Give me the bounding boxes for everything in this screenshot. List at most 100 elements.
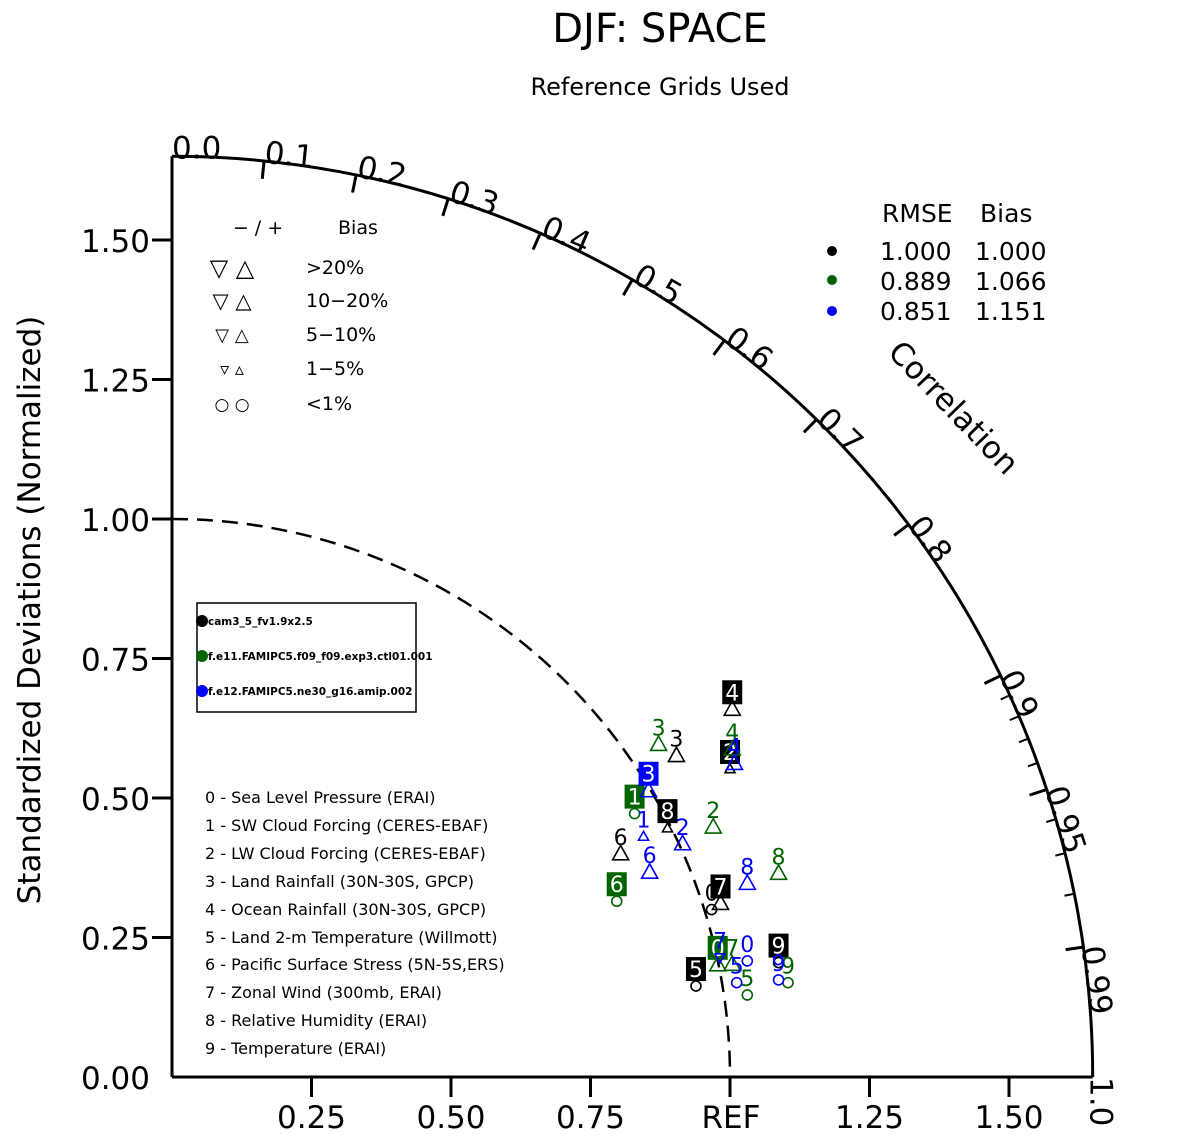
point-marker-triangle xyxy=(769,863,788,881)
correlation-tick xyxy=(712,339,726,356)
variable-key-entry: 2 - LW Cloud Forcing (CERES-EBAF) xyxy=(205,844,486,863)
correlation-tick-label: 1.0 xyxy=(1083,1077,1119,1126)
rmse-value: 0.889 xyxy=(880,267,952,296)
case-legend-marker xyxy=(196,685,208,697)
x-tick-label: 1.25 xyxy=(835,1100,904,1135)
correlation-tick-label: 0.7 xyxy=(809,401,869,461)
variable-key-entry: 3 - Land Rainfall (30N-30S, GPCP) xyxy=(205,872,474,891)
variable-key-entry: 5 - Land 2-m Temperature (Willmott) xyxy=(205,928,498,947)
variable-key-entry: 0 - Sea Level Pressure (ERAI) xyxy=(205,788,435,807)
correlation-tick-label: 0.5 xyxy=(627,257,688,313)
case-legend-box xyxy=(196,602,417,713)
correlation-tick-label: 0.8 xyxy=(901,509,959,570)
point-marker-triangle xyxy=(637,829,650,842)
data-point: 4 xyxy=(722,721,742,756)
rmse-legend-marker xyxy=(827,246,837,256)
bias-legend-symbols: ▿ ▵ xyxy=(220,359,244,380)
point-marker-circle xyxy=(772,974,785,986)
data-point: 0 xyxy=(740,933,754,967)
point-label: 5 xyxy=(740,967,754,992)
point-marker-triangle xyxy=(611,843,630,861)
point-label-box xyxy=(710,874,731,899)
data-point: 7 xyxy=(710,874,731,911)
bias-legend-symbols: ○ ○ xyxy=(214,395,249,415)
correlation-minor-tick xyxy=(1055,852,1066,857)
point-label: 4 xyxy=(725,681,739,706)
bias-legend-symbols: ▽ △ xyxy=(215,325,249,346)
point-marker-triangle xyxy=(649,734,668,752)
correlation-tick xyxy=(622,278,634,296)
case-legend-label: cam3_5_fv1.9x2.5 xyxy=(208,616,313,628)
bias-legend-label: 10−20% xyxy=(306,290,388,312)
bias-legend-label: 5−10% xyxy=(306,324,376,346)
data-point: 7 xyxy=(722,936,742,972)
data-point: 2 xyxy=(673,816,692,851)
bias-legend-label: >20% xyxy=(306,257,364,279)
point-marker-circle xyxy=(730,976,743,989)
point-label: 8 xyxy=(772,845,786,870)
bias-value: 1.151 xyxy=(975,297,1047,326)
data-point: 3 xyxy=(649,716,668,752)
x-tick-label: 0.25 xyxy=(277,1100,346,1135)
data-point: 3 xyxy=(667,728,686,763)
point-label: 7 xyxy=(725,936,739,961)
point-label: 3 xyxy=(642,763,656,788)
rmse-legend: RMSE Bias 1.000 1.000 0.889 1.066 0.851 … xyxy=(827,199,1047,326)
variable-key-entry: 1 - SW Cloud Forcing (CERES-EBAF) xyxy=(205,816,488,835)
point-label: 0 xyxy=(711,937,725,962)
point-marker-triangle xyxy=(722,738,742,756)
rmse-legend-marker xyxy=(827,306,837,316)
point-label: 7 xyxy=(713,930,727,955)
bias-value: 1.000 xyxy=(975,237,1047,266)
point-label: 8 xyxy=(740,855,754,880)
point-marker-triangle xyxy=(667,745,686,763)
x-tick-label: 1.50 xyxy=(974,1100,1043,1135)
point-label-box xyxy=(722,680,743,705)
data-point: 5 xyxy=(685,957,706,992)
point-marker-triangle xyxy=(711,893,730,911)
bias-legend-header: Bias xyxy=(338,217,378,239)
variable-key: 0 - Sea Level Pressure (ERAI) 1 - SW Clo… xyxy=(205,788,505,1058)
point-label: 1 xyxy=(637,809,651,834)
chart-subtitle: Reference Grids Used xyxy=(530,73,789,101)
correlation-tick xyxy=(351,174,358,193)
point-label: 7 xyxy=(714,875,728,900)
plot-frame xyxy=(170,154,1095,1079)
point-marker-triangle xyxy=(703,816,723,834)
bias-legend: − / + Bias ▽ △ >20% ▽ △ 10−20% ▽ △ 5−10%… xyxy=(210,217,389,415)
point-label: 3 xyxy=(652,716,666,741)
bias-legend-label: <1% xyxy=(306,393,352,415)
data-point: 6 xyxy=(640,844,660,880)
point-label: 2 xyxy=(676,816,690,841)
y-tick-label: 1.50 xyxy=(81,224,150,260)
data-point: 6 xyxy=(606,872,627,908)
correlation-tick-label: 0.1 xyxy=(263,135,316,176)
reference-std-arc xyxy=(171,517,732,1078)
rmse-value: 0.851 xyxy=(880,297,952,326)
y-tick-label: 1.00 xyxy=(81,503,150,539)
correlation-label: Correlation xyxy=(881,334,1026,482)
point-label-box xyxy=(624,784,645,809)
data-point: 9 xyxy=(772,952,786,986)
point-label: 5 xyxy=(689,958,703,983)
point-marker-triangle xyxy=(722,699,742,717)
variable-key-entry: 6 - Pacific Surface Stress (5N-5S,ERS) xyxy=(205,955,505,974)
correlation-minor-tick xyxy=(1000,694,1011,701)
point-label-box xyxy=(638,761,659,786)
outer-arc xyxy=(171,154,1095,1078)
point-label: 4 xyxy=(725,721,739,746)
y-tick-label: 0.25 xyxy=(81,922,150,958)
correlation-tick xyxy=(893,523,910,537)
variable-key-entry: 8 - Relative Humidity (ERAI) xyxy=(205,1011,427,1030)
bias-value: 1.066 xyxy=(975,267,1047,296)
rmse-legend-header-bias: Bias xyxy=(980,199,1032,228)
correlation-tick-label: 0.99 xyxy=(1074,943,1119,1016)
y-tick-label: 0.75 xyxy=(81,643,150,679)
chart-title: DJF: SPACE xyxy=(552,6,768,52)
data-point: 1 xyxy=(624,784,645,820)
data-point: 2 xyxy=(703,799,723,834)
bias-legend-label: 1−5% xyxy=(306,358,364,380)
point-label-box xyxy=(606,872,627,897)
correlation-tick-label: 0.6 xyxy=(718,320,779,378)
